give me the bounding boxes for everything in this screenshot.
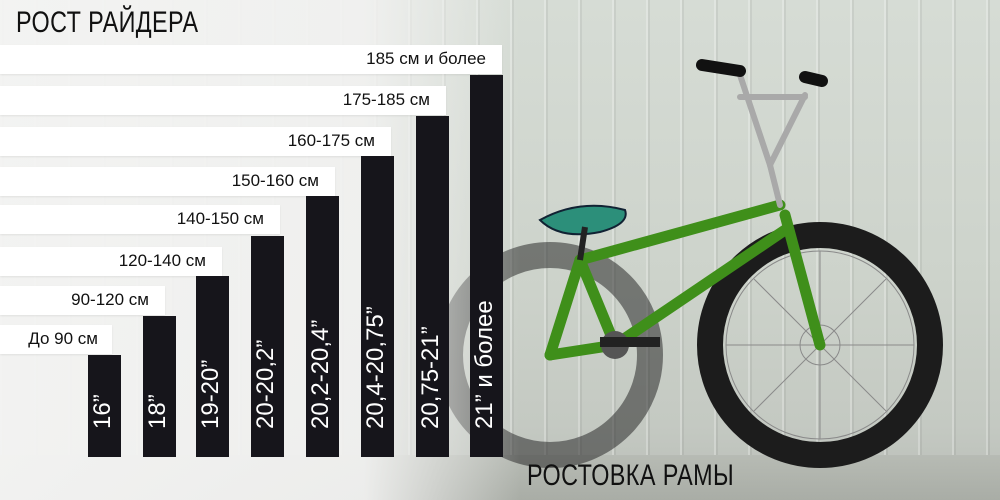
height-row-8: 185 см и более (0, 45, 502, 74)
frame-size-bar-4: 20-20,2” (251, 236, 284, 457)
frame-size-bar-7: 20,75-21” (416, 116, 449, 457)
height-label: 160-175 см (287, 131, 375, 150)
bmx-bike-image (440, 59, 943, 468)
frame-size-bar-3: 19-20” (196, 276, 229, 457)
frame-size-label: 20,4-20,75” (361, 306, 389, 429)
height-row-7: 175-185 см (0, 86, 446, 115)
frame-size-bar-5: 20,2-20,4” (306, 196, 339, 457)
frame-size-bar-2: 18” (143, 316, 176, 457)
height-label: 150-160 см (231, 171, 319, 190)
frame-size-label: 21” и более (470, 300, 498, 429)
frame-size-label: 20,75-21” (416, 326, 444, 429)
frame-size-title: РОСТОВКА РАМЫ (527, 459, 735, 492)
frame-size-bar-1: 16” (88, 355, 121, 457)
height-label: До 90 см (28, 329, 98, 348)
height-label: 175-185 см (342, 90, 430, 109)
height-row-1: До 90 см (0, 325, 112, 354)
frame-size-label: 20,2-20,4” (306, 319, 334, 429)
frame-size-label: 18” (143, 394, 171, 429)
frame-size-bar-8: 21” и более (470, 75, 503, 457)
frame-size-bar-6: 20,4-20,75” (361, 156, 394, 457)
frame-size-label: 16” (88, 394, 116, 429)
height-row-2: 90-120 см (0, 286, 165, 315)
height-row-5: 150-160 см (0, 167, 335, 196)
rider-height-title: РОСТ РАЙДЕРА (16, 6, 199, 39)
height-label: 185 см и более (366, 49, 486, 68)
frame-size-label: 19-20” (196, 359, 224, 429)
height-row-6: 160-175 см (0, 127, 391, 156)
height-label: 120-140 см (118, 251, 206, 270)
height-row-4: 140-150 см (0, 205, 280, 234)
height-label: 90-120 см (71, 290, 149, 309)
height-row-3: 120-140 см (0, 247, 222, 276)
frame-size-label: 20-20,2” (251, 339, 279, 429)
height-label: 140-150 см (176, 209, 264, 228)
